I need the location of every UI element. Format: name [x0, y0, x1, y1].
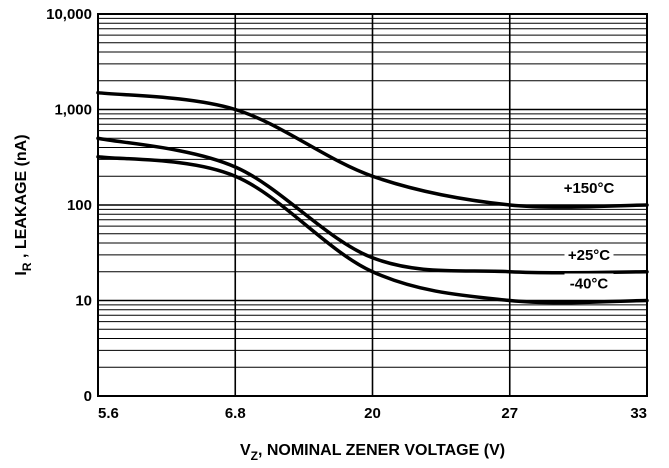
series-curve — [96, 136, 649, 275]
y-axis-ticks: 0 10 100 1,000 10,000 — [46, 6, 92, 405]
series-curve — [96, 90, 649, 209]
y-tick-label: 1,000 — [54, 102, 92, 119]
x-tick-label: 6.8 — [225, 405, 246, 422]
y-axis-title: IR , LEAKAGE (nA) — [13, 134, 34, 275]
x-tick-label: 5.6 — [98, 405, 119, 422]
x-axis-ticks: 5.6 6.8 20 27 33 — [98, 405, 647, 422]
y-tick-label: 10,000 — [46, 6, 92, 23]
curves — [96, 90, 649, 305]
series-labels: +150°C +25°C -40°C — [560, 178, 618, 294]
series-label: +150°C — [564, 180, 615, 197]
series-label: -40°C — [570, 276, 609, 293]
x-tick-label: 27 — [501, 405, 518, 422]
y-tick-label: 100 — [67, 197, 92, 214]
y-tick-label: 0 — [84, 388, 92, 405]
series-label: +25°C — [568, 247, 610, 264]
series-label-background — [564, 273, 614, 294]
series-curve — [96, 155, 649, 305]
series-label-background — [564, 244, 614, 265]
x-tick-label: 20 — [364, 405, 381, 422]
x-tick-label: 33 — [630, 405, 647, 422]
x-axis-title: VZ, NOMINAL ZENER VOLTAGE (V) — [240, 442, 505, 463]
y-tick-label: 10 — [75, 293, 92, 310]
series-label-background — [560, 178, 618, 198]
chart-grid — [97, 13, 648, 397]
